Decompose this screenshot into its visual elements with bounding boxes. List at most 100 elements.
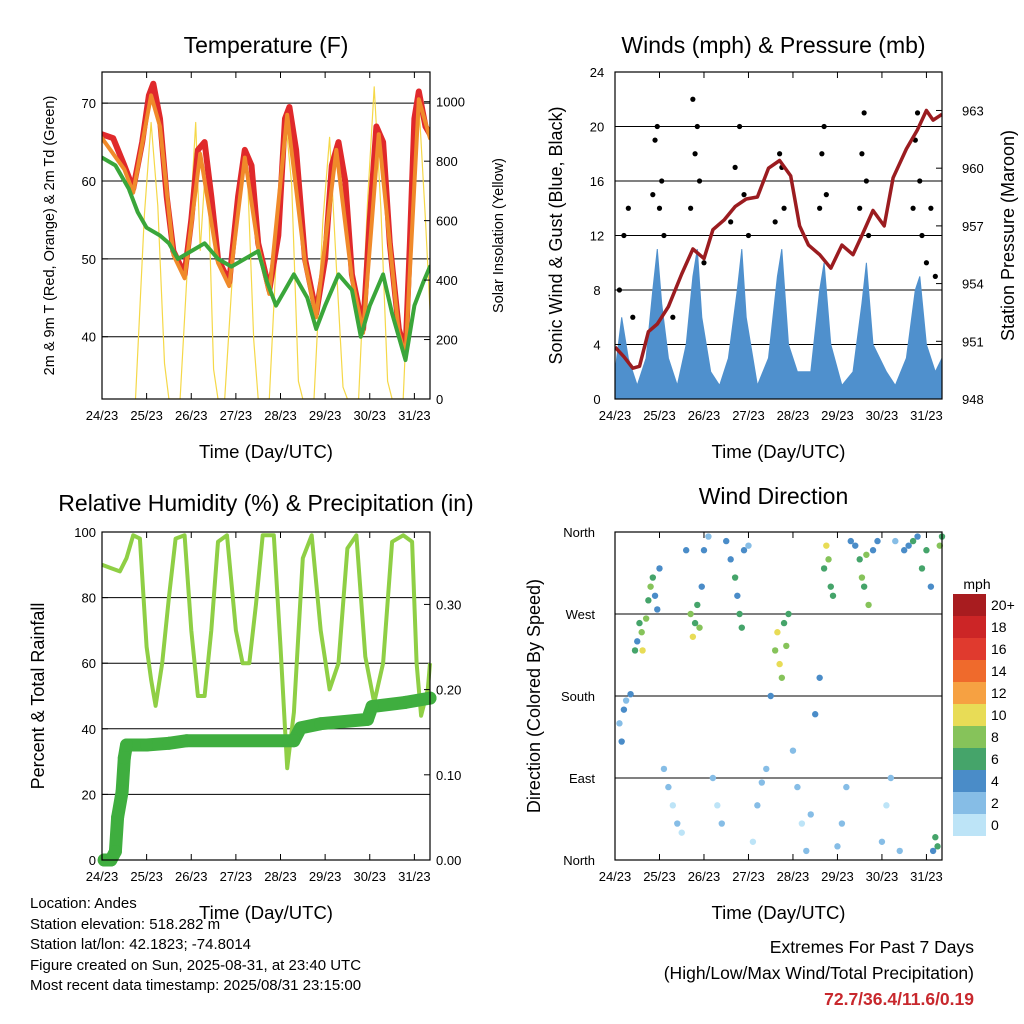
direction-point bbox=[647, 583, 654, 590]
direction-point bbox=[829, 592, 837, 599]
rh-x-tick-label: 25/23 bbox=[130, 869, 163, 884]
temp-x-tick-label: 31/23 bbox=[398, 408, 431, 423]
direction-point bbox=[731, 574, 739, 581]
colorbar-swatch bbox=[953, 814, 986, 836]
station-elevation: Station elevation: 518.282 m bbox=[30, 915, 221, 933]
wind-y-tick-label: 16 bbox=[590, 174, 604, 189]
rh-y-tick-label: 60 bbox=[82, 656, 96, 671]
direction-point bbox=[847, 537, 854, 545]
direction-point bbox=[771, 647, 779, 654]
wind-plot-area bbox=[615, 96, 942, 399]
direction-point bbox=[687, 610, 694, 618]
rh-title: Relative Humidity (%) & Precipitation (i… bbox=[58, 490, 473, 516]
extremes-box: Extremes For Past 7 Days (High/Low/Max W… bbox=[664, 934, 974, 1012]
wind-x-tick-label: 31/23 bbox=[910, 408, 943, 423]
colorbar-label: 4 bbox=[991, 773, 999, 789]
temp-x-tick-label: 29/23 bbox=[309, 408, 342, 423]
rh-x-tick-label: 24/23 bbox=[86, 869, 119, 884]
station-pressure-line bbox=[615, 108, 942, 370]
direction-point bbox=[631, 647, 639, 654]
direction-point bbox=[807, 811, 814, 818]
gust-point bbox=[932, 273, 938, 279]
direction-point bbox=[923, 547, 930, 554]
direction-point bbox=[682, 547, 690, 554]
direction-point bbox=[645, 597, 652, 604]
gust-point bbox=[777, 151, 783, 157]
colorbar-title: mph bbox=[963, 576, 990, 592]
precipitation-point bbox=[162, 736, 176, 750]
gust-point bbox=[923, 260, 930, 266]
direction-point bbox=[660, 765, 668, 773]
dir-y-tick-label: West bbox=[566, 607, 596, 622]
colorbar-swatch bbox=[953, 770, 986, 792]
direction-point bbox=[820, 565, 828, 572]
wind-y2-axis-label: Station Pressure (Maroon) bbox=[998, 130, 1018, 341]
direction-point bbox=[642, 615, 650, 622]
gust-point bbox=[772, 219, 778, 225]
direction-point bbox=[798, 820, 806, 827]
wind-y2-tick-label: 948 bbox=[962, 392, 984, 407]
direction-point bbox=[834, 843, 841, 850]
gust-point bbox=[919, 232, 925, 239]
direction-point bbox=[767, 692, 774, 700]
gust-point bbox=[745, 232, 752, 239]
colorbar-swatch bbox=[953, 638, 986, 660]
wind-x-tick-label: 30/23 bbox=[866, 408, 899, 423]
rh-y-tick-label: 80 bbox=[82, 591, 96, 606]
direction-point bbox=[618, 738, 625, 745]
colorbar-label: 0 bbox=[991, 817, 999, 833]
gust-point bbox=[819, 151, 825, 157]
direction-point bbox=[718, 820, 725, 827]
direction-point bbox=[883, 802, 890, 809]
wind-y2-tick-label: 957 bbox=[962, 219, 984, 234]
temp-y2-tick-label: 800 bbox=[436, 154, 458, 169]
precipitation-point bbox=[115, 785, 129, 799]
direction-point bbox=[929, 847, 937, 855]
gust-point bbox=[736, 123, 743, 130]
temp-x-axis-label: Time (Day/UTC) bbox=[199, 441, 333, 462]
colorbar-swatch bbox=[953, 616, 986, 638]
wind-x-tick-label: 28/23 bbox=[777, 408, 810, 423]
extremes-subtitle: (High/Low/Max Wind/Total Precipitation) bbox=[663, 963, 974, 983]
temp-x-tick-label: 28/23 bbox=[264, 408, 297, 423]
direction-point bbox=[816, 674, 823, 681]
dir-y-tick-label: East bbox=[569, 771, 595, 786]
precipitation-point bbox=[314, 717, 328, 731]
precipitation-point bbox=[108, 844, 122, 858]
temp-y-tick-label: 70 bbox=[82, 96, 96, 111]
direction-point bbox=[774, 629, 781, 636]
dir-y-tick-label: South bbox=[561, 689, 595, 704]
precipitation-point bbox=[287, 734, 301, 748]
wind-y-tick-label: 4 bbox=[593, 338, 600, 353]
direction-point bbox=[665, 783, 672, 791]
dir-title: Wind Direction bbox=[699, 483, 849, 509]
temp-y2-tick-label: 1000 bbox=[436, 95, 465, 110]
direction-point bbox=[869, 547, 877, 554]
direction-point bbox=[892, 537, 899, 545]
gust-point bbox=[728, 219, 734, 225]
colorbar-label: 14 bbox=[991, 663, 1007, 679]
dir-x-axis-label: Time (Day/UTC) bbox=[712, 902, 846, 923]
direction-point bbox=[758, 779, 766, 786]
extremes-values: 72.7/36.4/11.6/0.19 bbox=[824, 989, 974, 1009]
gust-point bbox=[823, 192, 829, 198]
direction-point bbox=[669, 802, 677, 809]
dir-frame bbox=[614, 531, 943, 861]
temp-y-axis-label: 2m & 9m T (Red, Orange) & 2m Td (Green) bbox=[42, 96, 58, 376]
gust-point bbox=[621, 232, 627, 239]
direction-point bbox=[900, 547, 908, 554]
extremes-title: Extremes For Past 7 Days bbox=[769, 937, 974, 957]
gust-point bbox=[928, 205, 934, 211]
gust-point bbox=[863, 178, 869, 184]
dir-x-tick-label: 24/23 bbox=[599, 869, 632, 884]
dir-y-tick-label: North bbox=[563, 525, 595, 540]
gust-point bbox=[688, 205, 694, 211]
gust-point bbox=[690, 96, 696, 102]
direction-point bbox=[738, 624, 745, 631]
direction-point bbox=[812, 711, 819, 718]
rh-y-tick-label: 40 bbox=[82, 722, 96, 737]
temp-y-tick-label: 60 bbox=[82, 174, 96, 189]
temp-x-tick-label: 25/23 bbox=[130, 408, 163, 423]
rh-x-tick-label: 27/23 bbox=[220, 869, 253, 884]
temp-title: Temperature (F) bbox=[184, 32, 349, 58]
